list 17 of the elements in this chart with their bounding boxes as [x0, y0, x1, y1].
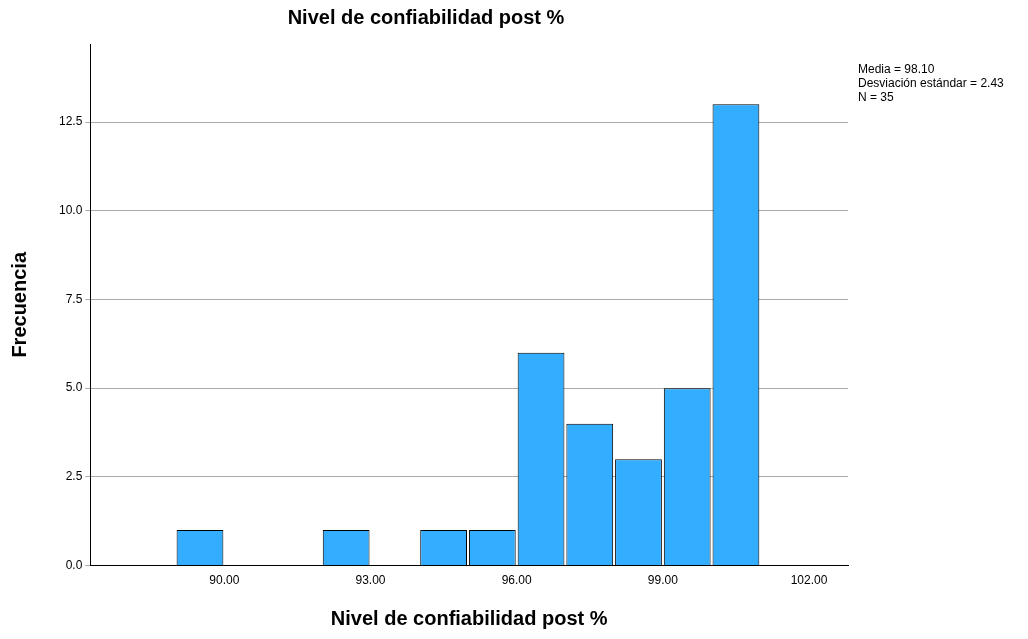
text: Media = 98.10 — [858, 62, 935, 77]
x-tick-label: 90.00 — [209, 573, 240, 588]
x-tick-label: 99.00 — [647, 573, 679, 588]
x-tick-label: 96.00 — [501, 573, 533, 588]
y-tick-label: 10.0 — [59, 203, 83, 218]
chart-title: Nivel de confiabilidad post % — [287, 5, 565, 28]
y-tick-label: 2.5 — [65, 469, 83, 484]
x-axis-title: Nivel de confiabilidad post % — [330, 606, 608, 629]
text: N = 35 — [858, 90, 895, 105]
y-tick-label: 0.0 — [65, 557, 83, 572]
y-axis-title: Frecuencia — [7, 251, 30, 358]
text: Desviación estándar = 2.43 — [858, 76, 1005, 91]
y-tick-label: 5.0 — [65, 380, 83, 395]
x-tick-label: 93.00 — [355, 573, 386, 588]
y-tick-label: 12.5 — [59, 114, 83, 129]
x-tick-label: 102.00 — [790, 573, 828, 588]
y-tick-label: 7.5 — [65, 291, 83, 306]
